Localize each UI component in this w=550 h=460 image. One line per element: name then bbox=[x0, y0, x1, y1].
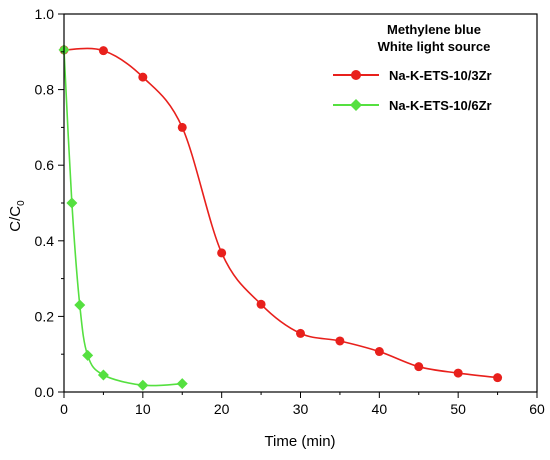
series-1-point-4 bbox=[217, 248, 227, 258]
x-tick-label-4: 40 bbox=[372, 401, 388, 417]
y-axis-title: C/C bbox=[7, 206, 24, 232]
series-2-point-5 bbox=[137, 379, 149, 391]
series-2-point-1 bbox=[66, 197, 78, 209]
series-1-point-7 bbox=[335, 336, 345, 346]
y-tick-label-3: 0.6 bbox=[35, 157, 55, 173]
x-tick-label-0: 0 bbox=[60, 401, 68, 417]
series-2-point-2 bbox=[74, 299, 86, 311]
series-1-point-6 bbox=[296, 328, 305, 338]
y-tick-label-2: 0.4 bbox=[35, 233, 55, 249]
series-2-point-3 bbox=[82, 349, 94, 361]
y-axis-title-group: C/C0 bbox=[7, 200, 27, 232]
series-1-point-1 bbox=[98, 46, 108, 56]
x-tick-label-3: 30 bbox=[293, 401, 309, 417]
x-tick-label-5: 50 bbox=[450, 401, 466, 417]
y-tick-label-4: 0.8 bbox=[35, 82, 55, 98]
y-tick-label-0: 0.0 bbox=[35, 384, 55, 400]
series-1-point-9 bbox=[414, 362, 424, 372]
legend: Methylene blue White light source Na-K-E… bbox=[333, 22, 492, 113]
legend-marker-series-1 bbox=[351, 70, 361, 80]
x-tick-label-1: 10 bbox=[135, 401, 151, 417]
legend-label-series-1: Na-K-ETS-10/3Zr bbox=[389, 68, 492, 83]
x-tick-label-2: 20 bbox=[214, 401, 230, 417]
legend-title-line1: Methylene blue bbox=[387, 22, 481, 37]
series-1-point-5 bbox=[256, 299, 266, 309]
series-1-point-8 bbox=[374, 347, 384, 357]
series-1-point-10 bbox=[453, 368, 463, 378]
series-1-point-2 bbox=[138, 72, 148, 82]
series-2-point-6 bbox=[176, 378, 188, 390]
series-1-point-11 bbox=[493, 373, 503, 383]
series-2-point-4 bbox=[97, 369, 109, 381]
series-1-point-3 bbox=[177, 122, 187, 132]
series-2-curve bbox=[63, 49, 183, 387]
legend-marker-series-2 bbox=[350, 99, 362, 111]
legend-label-series-2: Na-K-ETS-10/6Zr bbox=[389, 98, 492, 113]
axes: 0 10 20 30 40 50 60 0.0 0.2 0.4 0.6 0.8 1.0 bbox=[35, 6, 545, 417]
x-tick-label-6: 60 bbox=[529, 401, 545, 417]
y-tick-label-1: 0.2 bbox=[35, 308, 55, 324]
x-axis-title: Time (min) bbox=[264, 433, 335, 450]
y-axis-title-subscript: 0 bbox=[16, 200, 27, 206]
legend-title-line2: White light source bbox=[378, 39, 491, 54]
y-tick-label-5: 1.0 bbox=[35, 6, 55, 22]
data-markers bbox=[58, 44, 503, 391]
svg-text:C/C0: C/C0 bbox=[7, 200, 27, 232]
